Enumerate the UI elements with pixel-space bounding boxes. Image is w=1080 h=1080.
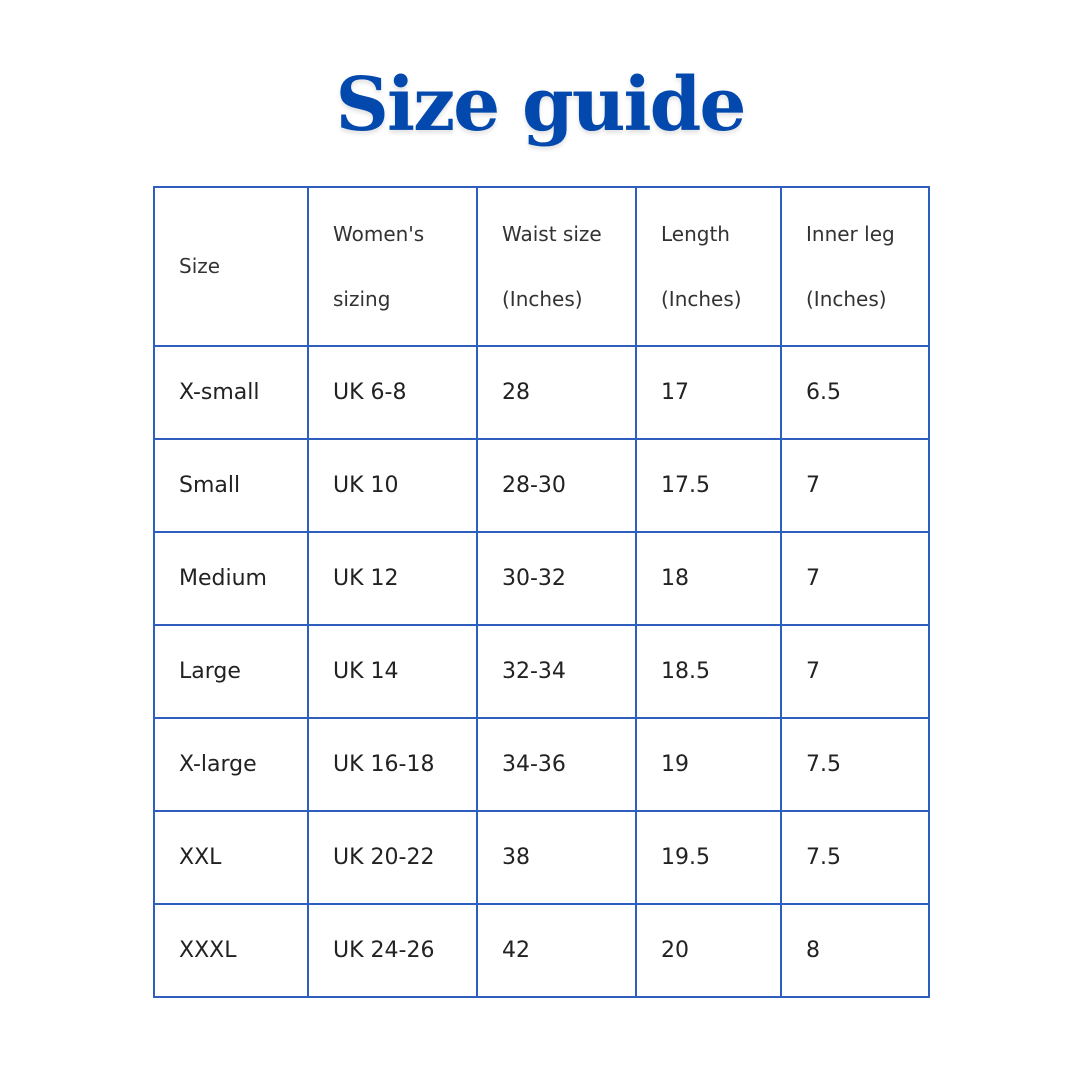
table-cell: 38 — [476, 810, 637, 905]
table-cell: UK 24-26 — [307, 903, 478, 998]
table-cell: Medium — [153, 531, 309, 626]
table-cell: 34-36 — [476, 717, 637, 812]
header-text: (Inches) — [806, 286, 887, 311]
table-cell: 20 — [635, 903, 782, 998]
table-row: XXXL UK 24-26 42 20 8 — [153, 903, 930, 998]
table-cell: UK 16-18 — [307, 717, 478, 812]
table-row: Medium UK 12 30-32 18 7 — [153, 531, 930, 626]
table-cell: 17.5 — [635, 438, 782, 533]
size-table: Size Women's sizing Waist size (Inches) Lengt… — [153, 186, 930, 998]
column-header: Women's sizing — [307, 186, 478, 347]
table-cell: 7.5 — [780, 810, 930, 905]
table-cell: X-small — [153, 345, 309, 440]
table-cell: Small — [153, 438, 309, 533]
header-text: (Inches) — [502, 286, 583, 311]
header-row: Size Women's sizing Waist size (Inches) Lengt… — [153, 186, 930, 347]
table-cell: 28-30 — [476, 438, 637, 533]
header-text: (Inches) — [661, 286, 742, 311]
table-cell: 32-34 — [476, 624, 637, 719]
table-row: X-small UK 6-8 28 17 6.5 — [153, 345, 930, 440]
table-row: Large UK 14 32-34 18.5 7 — [153, 624, 930, 719]
table-cell: X-large — [153, 717, 309, 812]
page-title: Size guide — [335, 62, 747, 148]
table-cell: UK 6-8 — [307, 345, 478, 440]
table-cell: 42 — [476, 903, 637, 998]
table-cell: UK 20-22 — [307, 810, 478, 905]
header-text: sizing — [333, 286, 391, 311]
header-text: Length — [661, 221, 730, 246]
column-header: Inner leg (Inches) — [780, 186, 930, 347]
table-cell: XXXL — [153, 903, 309, 998]
table-cell: 28 — [476, 345, 637, 440]
table-cell: 8 — [780, 903, 930, 998]
table-cell: Large — [153, 624, 309, 719]
table-cell: 7 — [780, 531, 930, 626]
header-text: Size — [179, 254, 221, 278]
table-cell: 7 — [780, 438, 930, 533]
header-text: Women's — [333, 221, 425, 246]
table-cell: 7.5 — [780, 717, 930, 812]
table-cell: 19.5 — [635, 810, 782, 905]
table-row: XXL UK 20-22 38 19.5 7.5 — [153, 810, 930, 905]
table-cell: UK 10 — [307, 438, 478, 533]
table-cell: 30-32 — [476, 531, 637, 626]
column-header: Waist size (Inches) — [476, 186, 637, 347]
table-cell: 19 — [635, 717, 782, 812]
column-header: Size — [153, 186, 309, 347]
table-cell: 7 — [780, 624, 930, 719]
table-cell: UK 14 — [307, 624, 478, 719]
table-cell: UK 12 — [307, 531, 478, 626]
table-cell: XXL — [153, 810, 309, 905]
table-row: Small UK 10 28-30 17.5 7 — [153, 438, 930, 533]
table-cell: 18 — [635, 531, 782, 626]
table-cell: 17 — [635, 345, 782, 440]
table-cell: 6.5 — [780, 345, 930, 440]
header-text: Waist size — [502, 221, 602, 246]
table-cell: 18.5 — [635, 624, 782, 719]
column-header: Length (Inches) — [635, 186, 782, 347]
header-text: Inner leg — [806, 221, 895, 246]
table-row: X-large UK 16-18 34-36 19 7.5 — [153, 717, 930, 812]
